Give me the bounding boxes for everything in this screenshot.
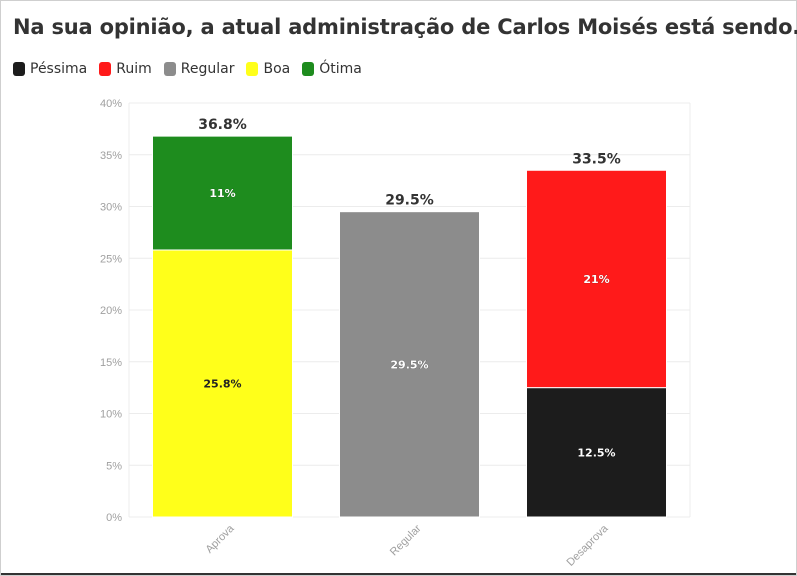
bottom-border (1, 573, 796, 575)
x-tick-label: Regular (388, 522, 424, 558)
y-tick-label: 40% (100, 98, 122, 110)
y-tick-label: 0% (106, 512, 122, 524)
legend-swatch (99, 62, 112, 76)
x-tick-label: Aprova (203, 522, 237, 556)
y-tick-label: 5% (106, 460, 122, 472)
y-tick-label: 20% (100, 305, 122, 317)
bar-segment (152, 249, 293, 518)
legend-item-0[interactable]: Péssima (13, 61, 87, 77)
bar-total-label: 29.5% (385, 193, 434, 209)
legend-swatch (246, 62, 259, 76)
y-tick-label: 30% (100, 202, 122, 214)
legend-label: Ótima (319, 61, 362, 77)
y-tick-label: 15% (100, 357, 122, 369)
legend-item-4[interactable]: Ótima (302, 61, 362, 77)
y-tick-label: 35% (100, 150, 122, 162)
bar-total-label: 33.5% (572, 151, 621, 167)
legend-swatch (163, 62, 176, 76)
legend-swatch (302, 62, 315, 76)
legend-item-3[interactable]: Boa (246, 61, 290, 77)
legend-item-2[interactable]: Regular (163, 61, 235, 77)
bar-total-label: 36.8% (198, 117, 247, 133)
x-tick-label: Desaprova (565, 522, 612, 569)
legend-label: Péssima (30, 61, 88, 77)
y-tick-label: 10% (100, 409, 122, 421)
bar-value-label: 29.5% (390, 358, 428, 371)
legend-label: Ruim (116, 61, 152, 77)
legend-label: Regular (180, 61, 235, 77)
bar-value-label: 25.8% (203, 377, 241, 390)
bar-value-label: 11% (209, 187, 235, 200)
bar-segment (526, 387, 667, 518)
legend-label: Boa (263, 61, 291, 77)
legend-item-1[interactable]: Ruim (99, 61, 152, 77)
y-tick-label: 25% (100, 253, 122, 265)
bar-value-label: 21% (583, 273, 609, 286)
legend-swatch (13, 62, 25, 76)
chart-legend: Péssima Ruim Regular Boa Ótima (13, 61, 374, 77)
bar-segment (339, 211, 480, 518)
bar-segment (526, 169, 667, 389)
bar-value-label: 12.5% (577, 446, 615, 459)
chart-title: Na sua opinião, a atual administração de… (13, 15, 797, 39)
bar-segment (152, 135, 293, 251)
